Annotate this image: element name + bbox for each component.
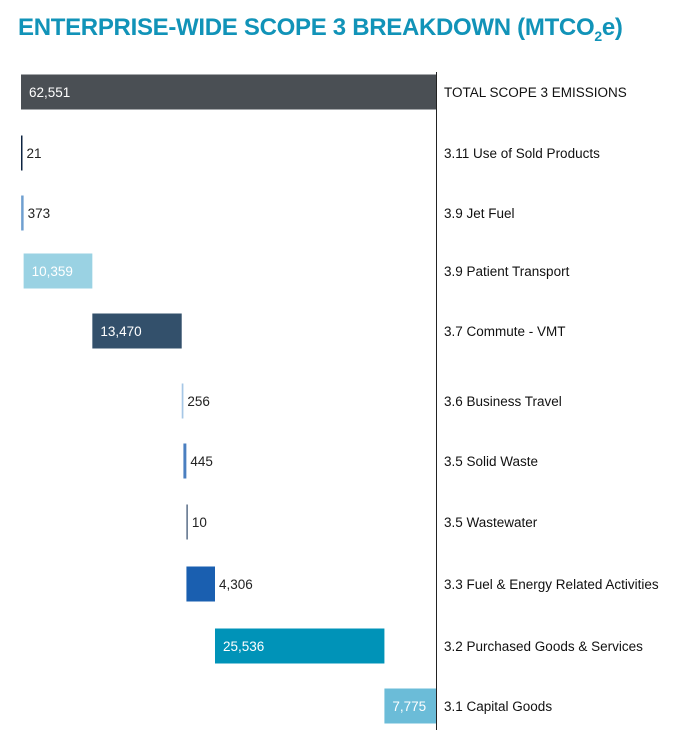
category-label: 3.7 Commute - VMT	[444, 324, 566, 339]
category-label: 3.2 Purchased Goods & Services	[444, 639, 643, 654]
category-label: 3.3 Fuel & Energy Related Activities	[444, 577, 659, 592]
data-label: 7,775	[392, 699, 426, 714]
data-label: 10	[192, 515, 207, 530]
data-label: 256	[187, 394, 210, 409]
data-label: 10,359	[32, 264, 73, 279]
category-label: 3.9 Jet Fuel	[444, 206, 515, 221]
data-label: 21	[27, 146, 42, 161]
data-label: 373	[28, 206, 51, 221]
data-label: 445	[190, 454, 213, 469]
bar	[21, 195, 24, 231]
category-label: 3.9 Patient Transport	[444, 264, 570, 279]
bar	[183, 443, 187, 479]
bar	[181, 383, 184, 419]
bar	[214, 628, 385, 664]
bar	[21, 135, 23, 171]
chart-title: ENTERPRISE-WIDE SCOPE 3 BREAKDOWN (MTCO2…	[18, 14, 623, 44]
bar	[186, 566, 215, 602]
data-label: 25,536	[223, 639, 264, 654]
category-label: 3.1 Capital Goods	[444, 699, 552, 714]
category-label: 3.5 Solid Waste	[444, 454, 538, 469]
bar	[92, 313, 182, 349]
category-label: 3.5 Wastewater	[444, 515, 538, 530]
bar	[23, 253, 93, 289]
category-label: 3.11 Use of Sold Products	[444, 146, 600, 161]
bar	[21, 74, 436, 110]
bar	[384, 688, 436, 724]
data-label: 13,470	[100, 324, 141, 339]
bar	[186, 504, 188, 540]
data-label: 62,551	[29, 85, 70, 100]
category-label: 3.6 Business Travel	[444, 394, 562, 409]
category-label: TOTAL SCOPE 3 EMISSIONS	[444, 85, 627, 100]
data-label: 4,306	[219, 577, 253, 592]
